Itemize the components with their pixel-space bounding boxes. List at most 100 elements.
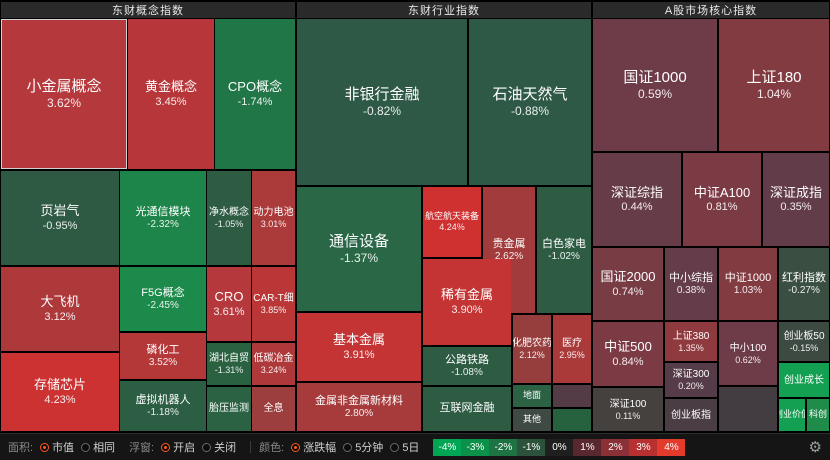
radio-area-equal[interactable]: 相同 <box>81 439 115 455</box>
treemap-tile[interactable]: 深证300 0.20% <box>665 363 717 397</box>
tile-change: 3.91% <box>343 348 375 361</box>
tile-name: 非银行金融 <box>344 85 420 103</box>
legend-swatch: 0% <box>545 438 574 456</box>
treemap-tile[interactable]: 创业成长 <box>779 363 829 397</box>
treemap-tile[interactable]: 中小综指 0.38% <box>665 248 717 320</box>
treemap-tile[interactable]: 基本金属 3.91% <box>297 313 421 381</box>
treemap-tile[interactable]: 白色家电 -1.02% <box>537 187 591 313</box>
tile-name: 低碳冶金 <box>253 353 294 364</box>
tile-name: 黄金概念 <box>144 79 197 95</box>
tile-name: 贵金属 <box>492 237 526 250</box>
tile-name: 上证180 <box>746 68 802 86</box>
treemap-tile[interactable]: 小金属概念 3.62% <box>1 19 127 169</box>
treemap-tile[interactable]: 化肥农药 2.12% <box>513 315 551 383</box>
treemap-tile[interactable]: 上证180 1.04% <box>719 19 829 151</box>
tile-name: 国证1000 <box>623 68 687 86</box>
radio-area-market-cap[interactable]: 市值 <box>40 439 74 455</box>
treemap-tile[interactable]: 存储芯片 4.23% <box>1 353 119 431</box>
treemap-tile[interactable] <box>553 409 591 431</box>
treemap-tile[interactable]: 上证380 1.35% <box>665 322 717 361</box>
treemap-tile[interactable]: 中证1000 1.03% <box>719 248 777 320</box>
treemap-tile[interactable]: 中证500 0.84% <box>593 322 663 386</box>
treemap-tile[interactable]: 金属非金属新材料 2.80% <box>297 383 421 431</box>
tile-change: -2.32% <box>147 219 179 231</box>
treemap-tile[interactable] <box>553 385 591 407</box>
treemap-tile[interactable]: 虚拟机器人 -1.18% <box>120 381 206 431</box>
radio-color-5min[interactable]: 5分钟 <box>343 439 383 455</box>
legend-swatch: -1% <box>517 438 546 456</box>
radio-dot-icon <box>40 442 50 452</box>
treemap-tile[interactable]: 科创 <box>807 399 829 431</box>
tile-name: 金属非金属新材料 <box>315 394 403 407</box>
tile-change: 0.59% <box>637 87 673 102</box>
treemap-tile[interactable]: 公路铁路 -1.08% <box>423 347 511 385</box>
tile-name: 页岩气 <box>40 203 80 219</box>
color-mode-label: 颜色: <box>259 442 285 454</box>
treemap-tile[interactable]: 中证A100 0.81% <box>683 153 761 246</box>
tile-change: 0.20% <box>678 381 704 391</box>
radio-label: 市值 <box>52 442 75 454</box>
radio-color-5day[interactable]: 5日 <box>390 439 419 455</box>
tile-name: 深证300 <box>672 369 710 380</box>
tile-change: 3.24% <box>260 365 287 375</box>
treemap-tile[interactable]: 国证2000 0.74% <box>593 248 663 320</box>
treemap-tile[interactable] <box>719 387 777 431</box>
treemap-tile[interactable]: 医疗 2.95% <box>553 315 591 383</box>
treemap-tile[interactable]: CRO 3.61% <box>207 267 251 341</box>
treemap-tile[interactable]: 通信设备 -1.37% <box>297 187 421 311</box>
tile-change: 0.44% <box>621 201 653 214</box>
tile-name: 创业价值 <box>779 409 805 420</box>
tile-change: 0.62% <box>735 354 761 365</box>
treemap-tile[interactable]: 动力电池 3.01% <box>252 171 295 265</box>
treemap-tile[interactable]: 胎压监测 <box>207 387 251 431</box>
treemap-tile[interactable]: 其他 <box>513 409 551 431</box>
treemap-tile[interactable]: 大飞机 3.12% <box>1 267 119 351</box>
treemap-tile[interactable]: 创业板指 <box>665 399 717 431</box>
treemap-tile[interactable]: 深证综指 0.44% <box>593 153 681 246</box>
radio-float-on[interactable]: 开启 <box>161 439 195 455</box>
tile-change: 0.11% <box>615 410 641 421</box>
radio-dot-icon <box>390 442 400 452</box>
radio-float-off[interactable]: 关闭 <box>202 439 236 455</box>
treemap-tile[interactable]: 低碳冶金 3.24% <box>252 343 295 385</box>
tile-change: -1.31% <box>214 365 244 375</box>
treemap-tile[interactable]: 湖北自贸 -1.31% <box>207 343 251 385</box>
treemap-tile[interactable]: 稀有金属 3.90% <box>423 259 511 345</box>
tile-name: 湖北自贸 <box>209 353 249 364</box>
settings-gear-icon[interactable]: ⚙ <box>808 438 822 456</box>
tile-name: 地面 <box>522 390 541 401</box>
treemap-tile[interactable]: 页岩气 -0.95% <box>1 171 119 265</box>
treemap-tile[interactable]: 磷化工 3.52% <box>120 333 206 379</box>
treemap-tile[interactable]: 黄金概念 3.45% <box>128 19 214 169</box>
tile-name: 中证A100 <box>693 184 751 200</box>
tile-change: -2.45% <box>147 300 179 312</box>
treemap-tile[interactable]: 创业板50 -0.15% <box>779 322 829 361</box>
legend-swatch: 2% <box>601 438 630 456</box>
treemap-tile[interactable]: 地面 <box>513 385 551 407</box>
treemap-tile[interactable]: CAR-T细 3.85% <box>252 267 295 341</box>
treemap-tile[interactable]: 净水概念 -1.05% <box>207 171 251 265</box>
tile-name: 动力电池 <box>253 207 294 218</box>
tile-change: 0.81% <box>706 201 738 214</box>
tile-change: 3.01% <box>260 219 287 229</box>
tile-name: 小金属概念 <box>26 77 102 95</box>
treemap-tile[interactable]: F5G概念 -2.45% <box>120 267 206 331</box>
tile-change: 2.12% <box>519 350 545 360</box>
treemap-tile[interactable]: 深证100 0.11% <box>593 388 663 431</box>
tile-name: 胎压监测 <box>209 402 249 414</box>
tile-change: 3.90% <box>451 303 483 316</box>
treemap-tile[interactable]: 非银行金融 -0.82% <box>297 19 467 185</box>
radio-dot-icon <box>81 442 91 452</box>
treemap-tile[interactable]: 石油天然气 -0.88% <box>469 19 591 185</box>
treemap-tile[interactable]: 中小100 0.62% <box>719 322 777 385</box>
treemap-tile[interactable]: 创业价值 <box>779 399 805 431</box>
treemap-tile[interactable]: 国证1000 0.59% <box>593 19 717 151</box>
treemap-tile[interactable]: 全息 <box>252 387 295 431</box>
treemap-tile[interactable]: 航空航天装备 4.24% <box>423 187 481 257</box>
treemap-tile[interactable]: 红利指数 -0.27% <box>779 248 829 320</box>
treemap-tile[interactable]: 深证成指 0.35% <box>763 153 829 246</box>
treemap-tile[interactable]: CPO概念 -1.74% <box>215 19 295 169</box>
treemap-tile[interactable]: 互联网金融 <box>423 387 511 431</box>
treemap-tile[interactable]: 光通信模块 -2.32% <box>120 171 206 265</box>
radio-color-change-pct[interactable]: 涨跌幅 <box>291 439 336 455</box>
